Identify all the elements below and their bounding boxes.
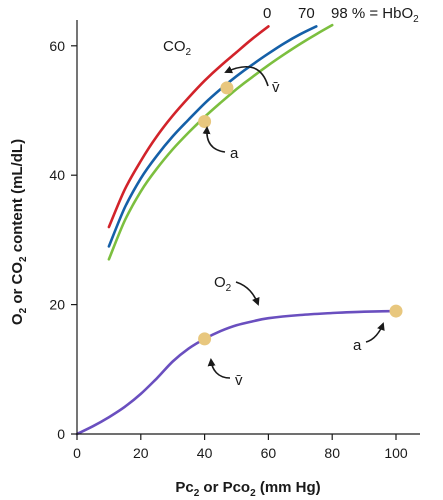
hb-70-label: 70 (298, 5, 315, 22)
y-tick-label-20: 20 (49, 297, 65, 313)
o2-v-arrow (207, 358, 231, 379)
x-ticks: 0 20 40 60 80 100 (73, 434, 408, 461)
co2-curve-label: CO2 (163, 38, 192, 58)
co2-v-label: v̄ (272, 79, 280, 96)
o2-a-arrow (365, 322, 385, 343)
x-tick-label-60: 60 (261, 445, 277, 461)
points-layer (198, 81, 403, 346)
o2-curve-arrow (235, 281, 260, 306)
o2-curve-label: O2 (214, 274, 232, 294)
co2-v-arrow (224, 65, 269, 87)
y-tick-label-0: 0 (57, 426, 65, 442)
data-point-co2-1 (198, 114, 212, 128)
y-tick-label-40: 40 (49, 167, 65, 183)
data-point-co2-0 (220, 81, 234, 95)
series-line-1 (107, 25, 318, 248)
x-tick-label-20: 20 (133, 445, 149, 461)
co2-a-label: a (230, 145, 239, 162)
x-tick-label-80: 80 (324, 445, 340, 461)
hb-98-label: 98 % = HbO2 (331, 5, 419, 25)
x-tick-label-0: 0 (73, 445, 81, 461)
data-point-o2-2 (198, 332, 212, 346)
data-point-o2-3 (389, 304, 403, 318)
y-ticks: 0 20 40 60 (49, 38, 77, 442)
y-axis-title: O2 or CO2 content (mL/dL) (9, 139, 29, 325)
y-tick-label-60: 60 (49, 38, 65, 54)
x-axis-title: Pc2 or Pco2 (mm Hg) (175, 479, 320, 499)
series-line-0 (107, 25, 270, 229)
series-line-2 (107, 23, 334, 261)
x-tick-label-40: 40 (197, 445, 213, 461)
x-tick-label-100: 100 (384, 445, 408, 461)
hb-0-label: 0 (263, 5, 271, 22)
co2-a-arrow (202, 126, 226, 153)
o2-a-label: a (353, 337, 362, 354)
o2-v-label: v̄ (235, 372, 243, 389)
